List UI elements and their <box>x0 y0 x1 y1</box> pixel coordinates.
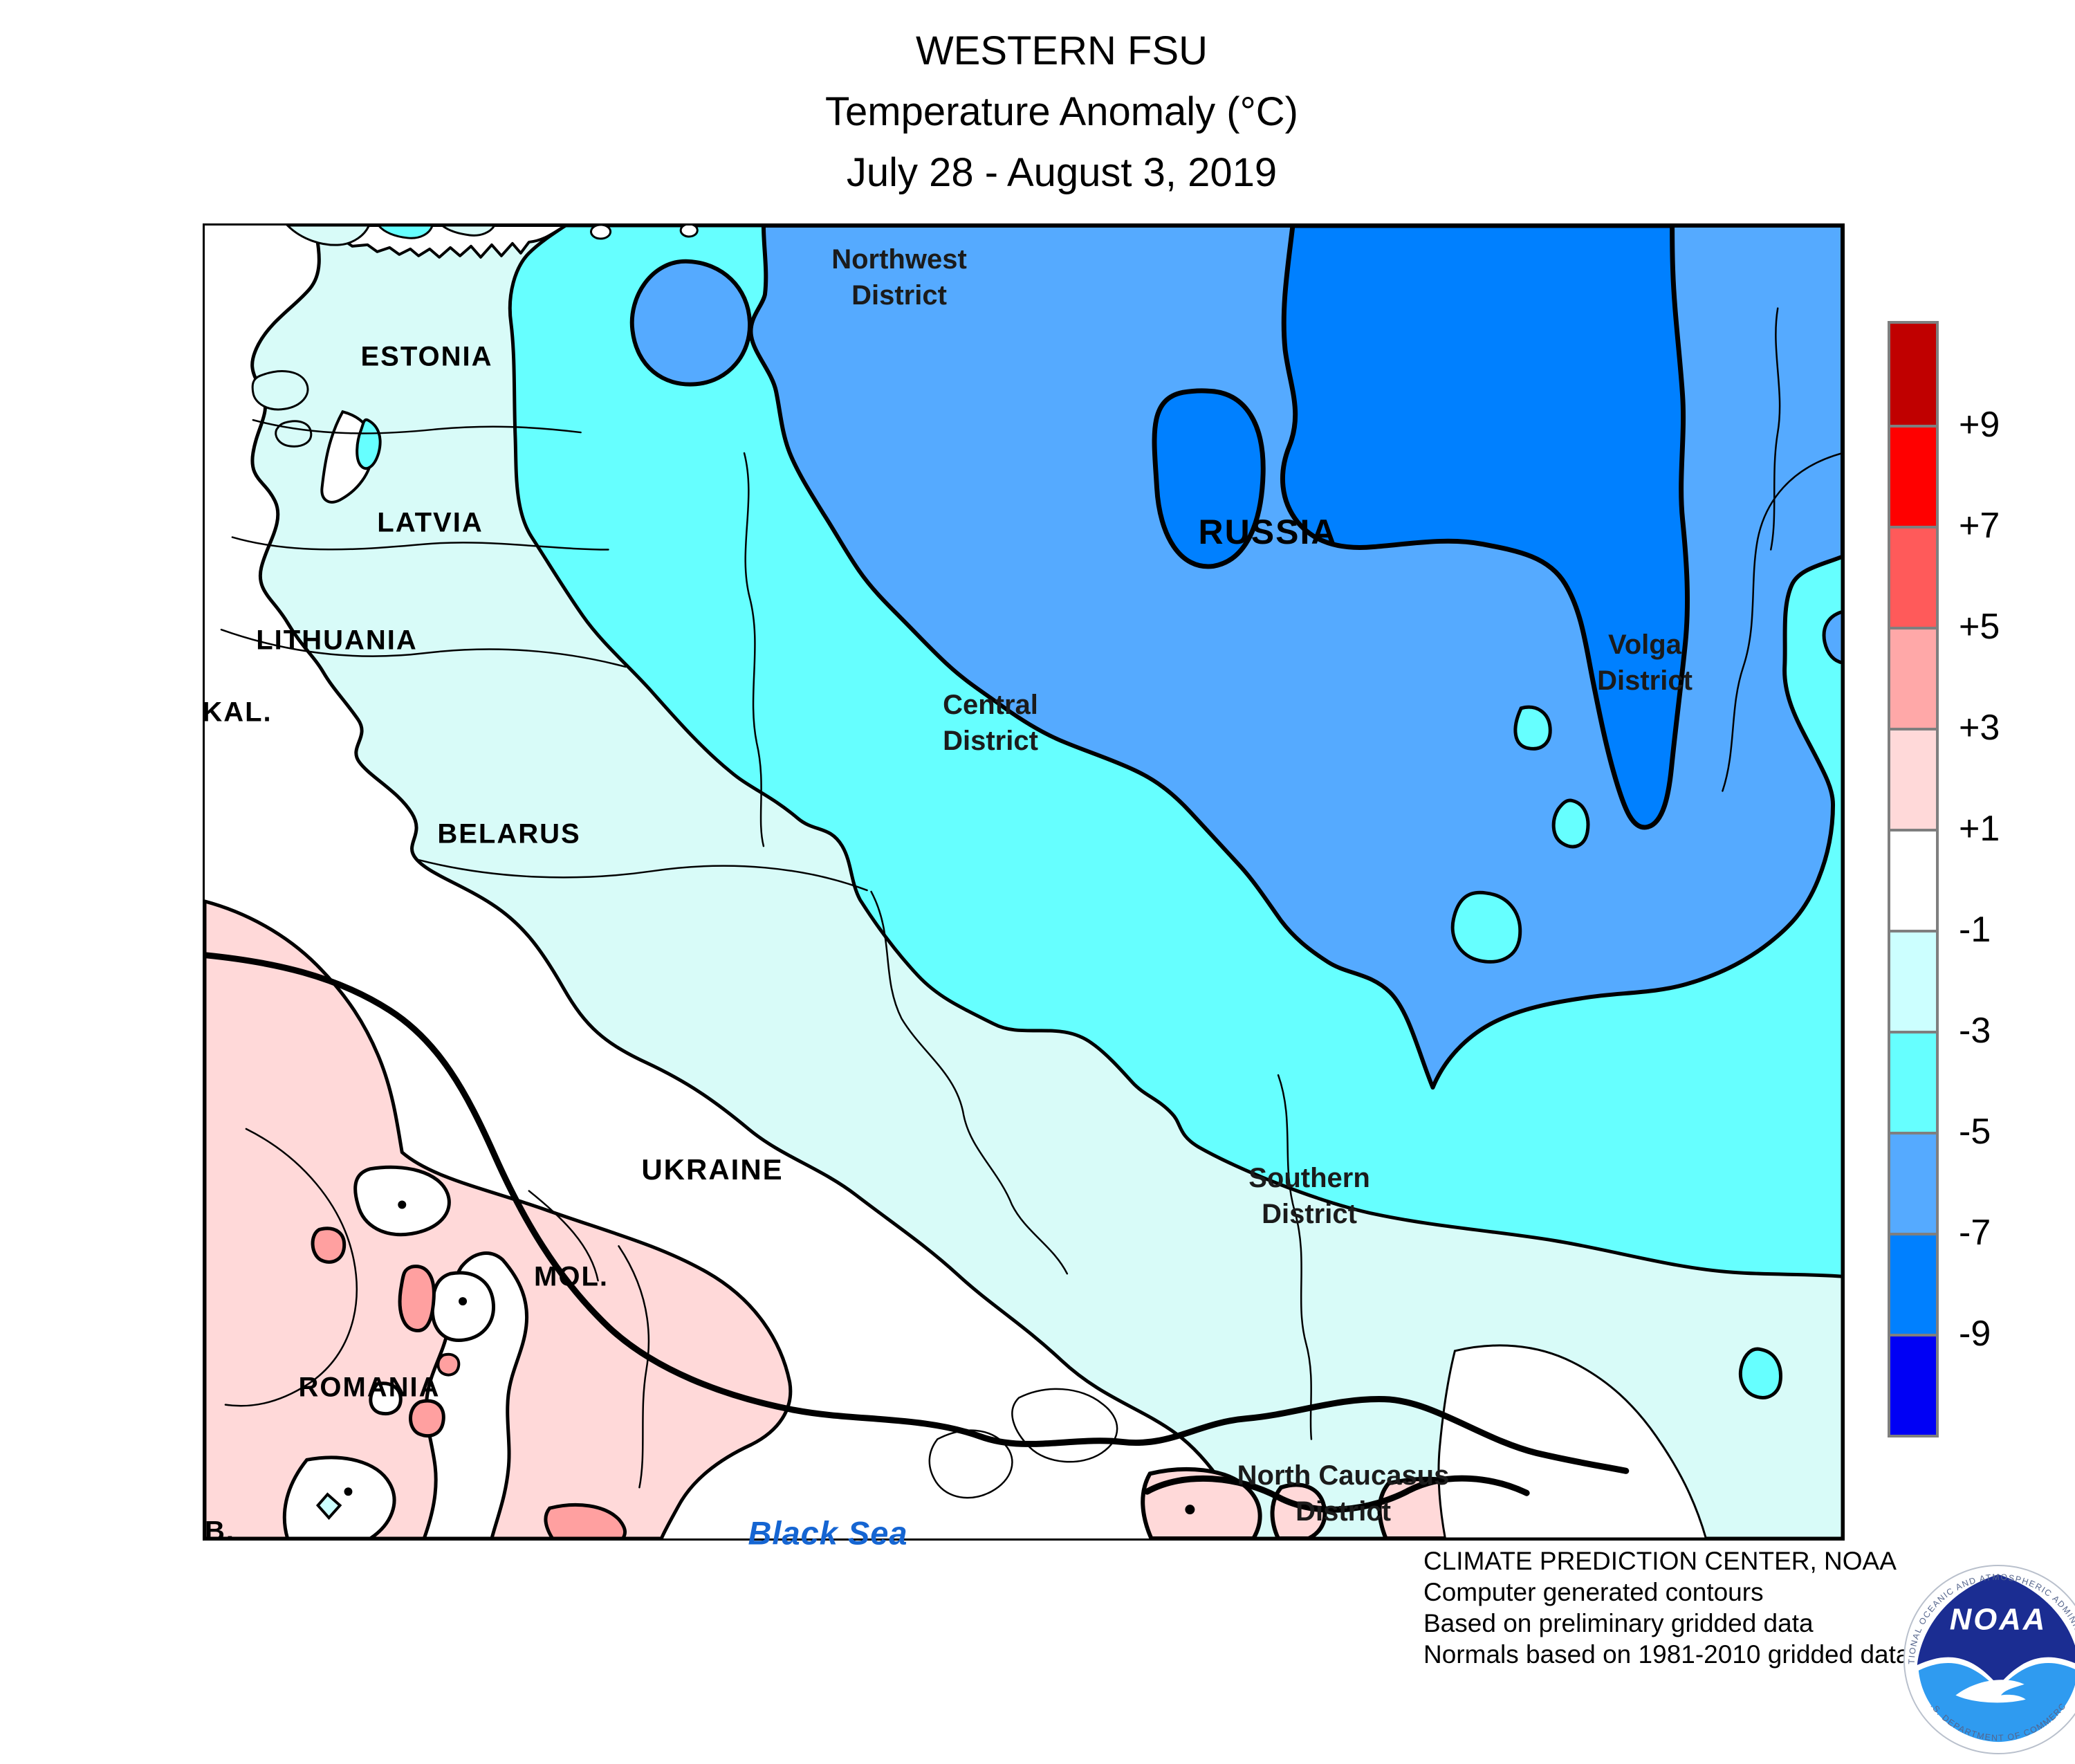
legend-cell-9 <box>1890 1233 1936 1334</box>
region-anomaly-plus3-blob-3 <box>436 1352 461 1377</box>
page-title: WESTERN FSU Temperature Anomaly (°C) Jul… <box>825 21 1298 203</box>
region-finland-strip-2 <box>377 226 434 239</box>
region-white-blob-b <box>430 1271 495 1342</box>
region-anomaly-minus7 <box>1280 226 1690 830</box>
region-riga-cyan-sliver <box>356 418 382 470</box>
region-cyan-island-1 <box>1513 705 1552 751</box>
region-anomaly-minus7-oval <box>1152 388 1266 569</box>
region-top-white-island-1 <box>590 226 612 240</box>
legend-cell-6 <box>1890 930 1936 1031</box>
noaa-logo: NOAA NATIONAL OCEANIC AND ATMOSPHERIC AD… <box>1898 1556 2075 1756</box>
footer-line-0: CLIMATE PREDICTION CENTER, NOAA <box>1423 1547 1897 1575</box>
region-estonia-island-2 <box>275 420 313 448</box>
legend-cell-3 <box>1890 627 1936 728</box>
legend-bar <box>1888 321 1939 1437</box>
region-anomaly-plus3-blob-4 <box>409 1399 445 1438</box>
legend-cell-0 <box>1890 324 1936 425</box>
footer-line-2: Based on preliminary gridded data <box>1423 1609 1814 1637</box>
region-caspian-white <box>1437 1344 1708 1538</box>
footer-line-1: Computer generated contours <box>1423 1578 1764 1606</box>
legend-cell-1 <box>1890 425 1936 526</box>
legend-cell-10 <box>1890 1334 1936 1435</box>
logo-noaa-text: NOAA <box>1950 1602 2047 1636</box>
region-peipus-blob <box>629 259 753 387</box>
legend-tick-8: -7 <box>1959 1213 1991 1253</box>
legend-cell-8 <box>1890 1132 1936 1233</box>
region-cyan-island-3 <box>1450 890 1522 964</box>
region-finland-strip-3 <box>440 226 496 237</box>
region-white-blob-d <box>369 1381 403 1416</box>
footer-line-3: Normals based on 1981-2010 gridded data <box>1423 1640 1910 1669</box>
legend-tick-1: +7 <box>1959 506 2000 546</box>
region-estonia-island-1 <box>251 370 309 411</box>
title-line-3: July 28 - August 3, 2019 <box>846 150 1278 195</box>
legend-cell-2 <box>1890 526 1936 627</box>
logo-navy-shape <box>1917 1574 2075 1686</box>
map-canvas <box>203 223 1845 1541</box>
region-cyan-island-2 <box>1551 798 1590 849</box>
region-lightblue-edge-blob <box>1822 609 1843 665</box>
legend-cell-7 <box>1890 1031 1936 1132</box>
legend-tick-6: -3 <box>1959 1011 1991 1051</box>
region-white-blob-c <box>282 1455 396 1538</box>
legend-cell-5 <box>1890 829 1936 930</box>
region-cyan-island-4 <box>1738 1347 1782 1399</box>
region-anomaly-plus3-blob-5 <box>544 1503 627 1538</box>
region-anomaly-plus3-blob-1 <box>311 1226 346 1264</box>
title-line-1: WESTERN FSU <box>915 28 1208 73</box>
legend-tick-5: -1 <box>1959 910 1991 950</box>
region-caucasus-pink-1 <box>1141 1467 1262 1538</box>
title-line-2: Temperature Anomaly (°C) <box>825 89 1298 134</box>
region-anomaly-plus1 <box>205 899 793 1538</box>
fsu-border-heavy <box>205 952 1630 1513</box>
footer: CLIMATE PREDICTION CENTER, NOAA Computer … <box>1423 1545 1910 1670</box>
legend-tick-0: +9 <box>1959 405 2000 445</box>
region-anomaly-plus3-blob-2 <box>398 1265 436 1332</box>
legend-tick-4: +1 <box>1959 809 2000 849</box>
map-dots <box>344 1200 1195 1515</box>
legend-tick-9: -9 <box>1959 1314 1991 1354</box>
political-borders <box>220 307 1843 1499</box>
legend-cell-4 <box>1890 728 1936 829</box>
region-gulf-finland <box>313 226 567 259</box>
legend-tick-3: +3 <box>1959 708 2000 748</box>
region-tiny-cyan-diamond <box>315 1492 342 1520</box>
region-finland-strip-1 <box>286 226 371 246</box>
map-svg <box>205 226 1843 1538</box>
legend-tick-7: -5 <box>1959 1112 1991 1152</box>
logo-bird <box>1955 1680 2026 1703</box>
region-top-white-island-2 <box>679 226 699 238</box>
legend-tick-2: +5 <box>1959 607 2000 647</box>
